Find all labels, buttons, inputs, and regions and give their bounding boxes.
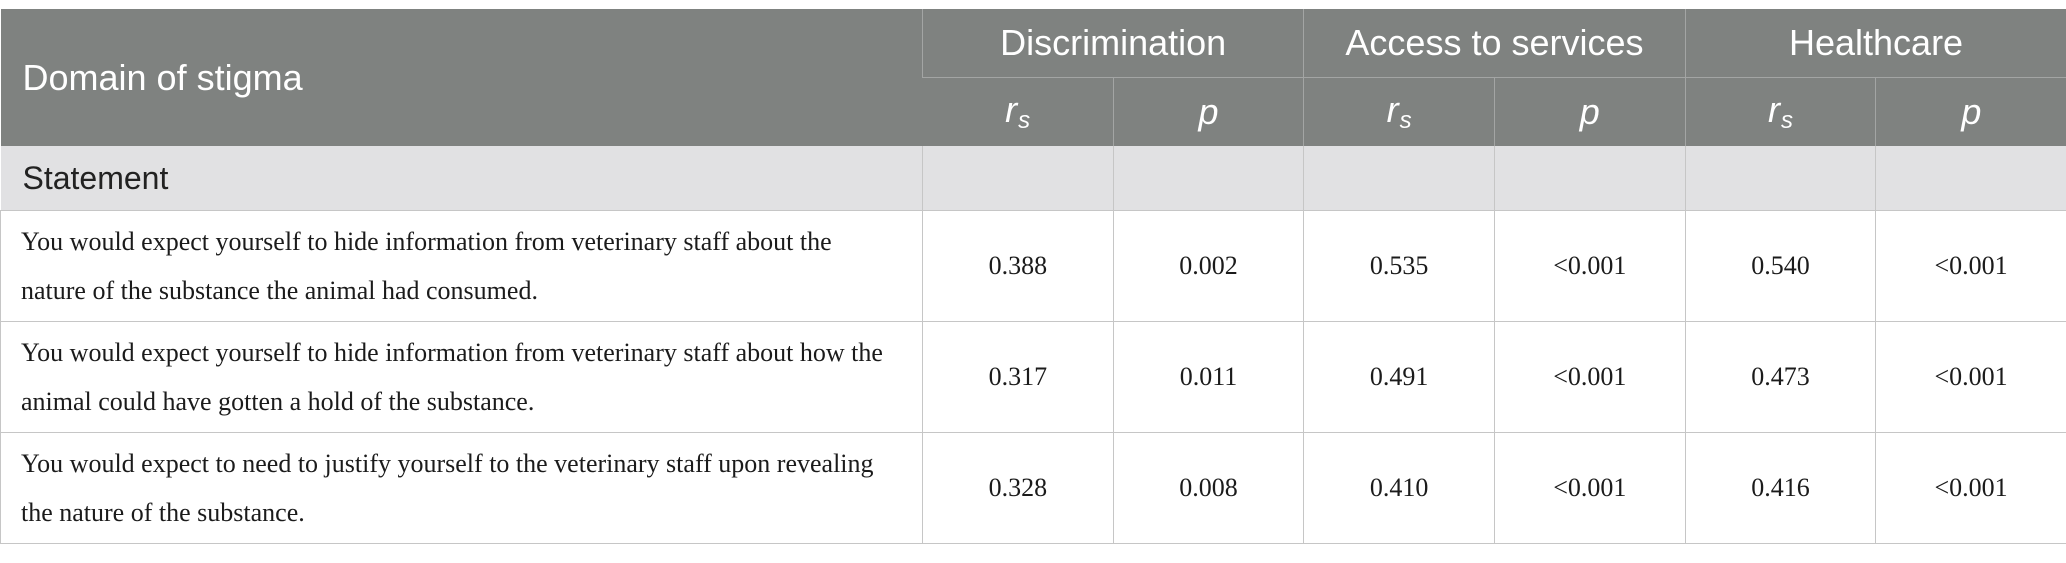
table-row: You would expect yourself to hide inform… — [0, 321, 2066, 433]
value-cell: <0.001 — [1875, 432, 2066, 544]
group-header-healthcare: Healthcare — [1684, 9, 2066, 78]
empty-cell — [922, 146, 1114, 211]
empty-cell — [1875, 146, 2066, 211]
empty-cell — [1493, 146, 1686, 211]
value-cell: <0.001 — [1875, 210, 2066, 322]
value-cell: 0.491 — [1303, 321, 1495, 433]
value-cell: 0.328 — [922, 432, 1114, 544]
table-row: You would expect to need to justify your… — [0, 432, 2066, 544]
stat-header-rs: rs — [1684, 77, 1876, 146]
empty-cell — [1303, 146, 1495, 211]
statement-section-label: Statement — [0, 146, 923, 211]
stat-header-p: p — [1875, 77, 2066, 146]
statement-cell: You would expect yourself to hide inform… — [0, 321, 923, 433]
stat-header-rs: rs — [1303, 77, 1495, 146]
statement-cell: You would expect to need to justify your… — [0, 432, 923, 544]
statement-cell: You would expect yourself to hide inform… — [0, 210, 923, 322]
header-row-stats: rs p rs p rs p — [1, 77, 2066, 146]
value-cell: <0.001 — [1493, 321, 1686, 433]
domain-of-stigma-header: Domain of stigma — [0, 9, 923, 146]
value-cell: <0.001 — [1493, 210, 1686, 322]
value-cell: 0.002 — [1112, 210, 1305, 322]
table-row: You would expect yourself to hide inform… — [0, 210, 2066, 322]
value-cell: 0.317 — [922, 321, 1114, 433]
value-cell: 0.535 — [1303, 210, 1495, 322]
value-cell: <0.001 — [1875, 321, 2066, 433]
stigma-correlation-table: Domain of stigma Discrimination Access t… — [0, 9, 2066, 544]
header-row-groups: Domain of stigma Discrimination Access t… — [0, 9, 2066, 146]
value-cell: 0.473 — [1684, 321, 1877, 433]
empty-cell — [1112, 146, 1305, 211]
value-cell: 0.540 — [1684, 210, 1877, 322]
value-cell: <0.001 — [1493, 432, 1686, 544]
group-header-access-to-services: Access to services — [1303, 9, 1686, 78]
value-cell: 0.388 — [922, 210, 1114, 322]
stat-header-p: p — [1493, 77, 1686, 146]
value-cell: 0.410 — [1303, 432, 1495, 544]
stat-header-rs: rs — [922, 77, 1114, 146]
section-row-statement: Statement — [0, 146, 2066, 211]
value-cell: 0.008 — [1112, 432, 1305, 544]
value-cell: 0.011 — [1112, 321, 1305, 433]
empty-cell — [1684, 146, 1877, 211]
stat-header-p: p — [1112, 77, 1304, 146]
group-header-discrimination: Discrimination — [921, 9, 1304, 78]
value-cell: 0.416 — [1684, 432, 1877, 544]
